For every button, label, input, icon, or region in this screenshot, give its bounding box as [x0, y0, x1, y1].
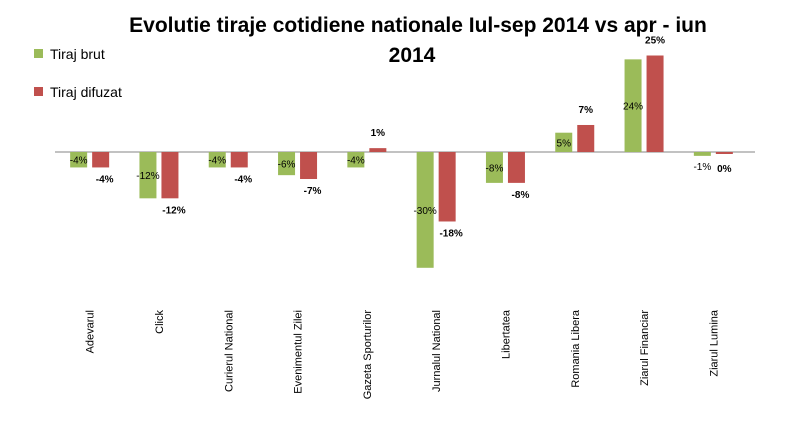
category-label-evenimentul-zilei: Evenimentul Zilei	[293, 310, 305, 394]
category-label-curierul-national: Curierul National	[223, 310, 235, 392]
category-axis-labels: Adevarul Click Curierul National Evenimentu…	[85, 309, 721, 399]
bar-tiraj-difuzat-click	[161, 152, 179, 199]
data-label-tiraj-difuzat-click: -12%	[162, 205, 185, 216]
bar-tiraj-difuzat-curierul-national	[230, 152, 248, 168]
chart-title-line-1: Evolutie tiraje cotidiene nationale Iul-…	[129, 14, 707, 37]
bar-tiraj-difuzat-ziarul-lumina	[715, 152, 733, 154]
data-labels: -4% -4% -12% -12% -4% -4% -6% -7% -4% 1% -30%-18% -…	[70, 36, 732, 240]
bar-tiraj-difuzat-ziarul-financiar	[646, 55, 664, 152]
data-label-tiraj-difuzat-evenimentul-zilei: -7%	[304, 186, 322, 197]
bar-tiraj-brut-libertatea	[485, 152, 503, 183]
data-label-tiraj-brut-click: -12%	[136, 171, 159, 182]
data-label-tiraj-brut-ziarul-financiar: 24%	[623, 102, 643, 113]
bars	[70, 55, 733, 268]
data-label-tiraj-difuzat-jurnalul-national: -18%	[439, 228, 462, 239]
data-label-tiraj-difuzat-gazeta-sporturilor: 1%	[371, 128, 386, 139]
data-label-tiraj-brut-ziarul-lumina: -1%	[693, 162, 711, 173]
bar-tiraj-difuzat-evenimentul-zilei	[300, 152, 318, 180]
bar-tiraj-brut-romania-libera	[555, 132, 573, 152]
bar-tiraj-brut-evenimentul-zilei	[278, 152, 296, 176]
legend: Tiraj brut Tiraj difuzat	[34, 46, 122, 100]
category-label-ziarul-lumina: Ziarul Lumina	[708, 309, 720, 377]
data-label-tiraj-brut-curierul-national: -4%	[208, 156, 226, 167]
data-label-tiraj-difuzat-ziarul-lumina: 0%	[717, 164, 732, 175]
legend-swatch-tiraj-difuzat	[34, 87, 43, 96]
data-label-tiraj-difuzat-libertatea: -8%	[512, 190, 530, 201]
category-label-jurnalul-national: Jurnalul National	[431, 310, 443, 392]
bar-tiraj-difuzat-libertatea	[507, 152, 525, 183]
legend-label-tiraj-difuzat: Tiraj difuzat	[50, 84, 122, 100]
bar-tiraj-brut-ziarul-financiar	[624, 59, 642, 152]
bar-tiraj-brut-gazeta-sporturilor	[347, 152, 365, 168]
data-label-tiraj-brut-romania-libera: 5%	[557, 138, 572, 149]
data-label-tiraj-difuzat-ziarul-financiar: 25%	[645, 36, 665, 47]
legend-label-tiraj-brut: Tiraj brut	[50, 46, 105, 62]
bar-tiraj-difuzat-gazeta-sporturilor	[369, 148, 387, 152]
bar-tiraj-difuzat-jurnalul-national	[438, 152, 456, 222]
data-label-tiraj-brut-jurnalul-national: -30%	[413, 206, 436, 217]
bar-tiraj-brut-jurnalul-national	[416, 152, 434, 268]
data-label-tiraj-brut-evenimentul-zilei: -6%	[278, 160, 296, 171]
bar-tiraj-difuzat-adevarul	[92, 152, 110, 168]
data-label-tiraj-brut-libertatea: -8%	[486, 163, 504, 174]
category-label-gazeta-sporturilor: Gazeta Sporturilor	[362, 310, 374, 400]
category-label-libertatea: Libertatea	[500, 309, 512, 359]
data-label-tiraj-brut-gazeta-sporturilor: -4%	[347, 156, 365, 167]
category-label-ziarul-financiar: Ziarul Financiar	[639, 310, 651, 386]
bar-tiraj-brut-adevarul	[70, 152, 88, 168]
bar-tiraj-difuzat-romania-libera	[577, 124, 595, 152]
category-label-romania-libera: Romania Libera	[570, 309, 582, 388]
data-label-tiraj-difuzat-adevarul: -4%	[96, 174, 114, 185]
category-label-adevarul: Adevarul	[85, 310, 97, 353]
bar-tiraj-brut-click	[139, 152, 157, 199]
data-label-tiraj-difuzat-curierul-national: -4%	[234, 174, 252, 185]
data-label-tiraj-difuzat-romania-libera: 7%	[579, 105, 594, 116]
bar-tiraj-brut-ziarul-lumina	[693, 152, 711, 156]
category-label-click: Click	[154, 310, 166, 334]
data-label-tiraj-brut-adevarul: -4%	[70, 156, 88, 167]
chart-title-line-2: 2014	[389, 44, 436, 67]
bar-tiraj-brut-curierul-national	[208, 152, 226, 168]
legend-swatch-tiraj-brut	[34, 49, 43, 58]
